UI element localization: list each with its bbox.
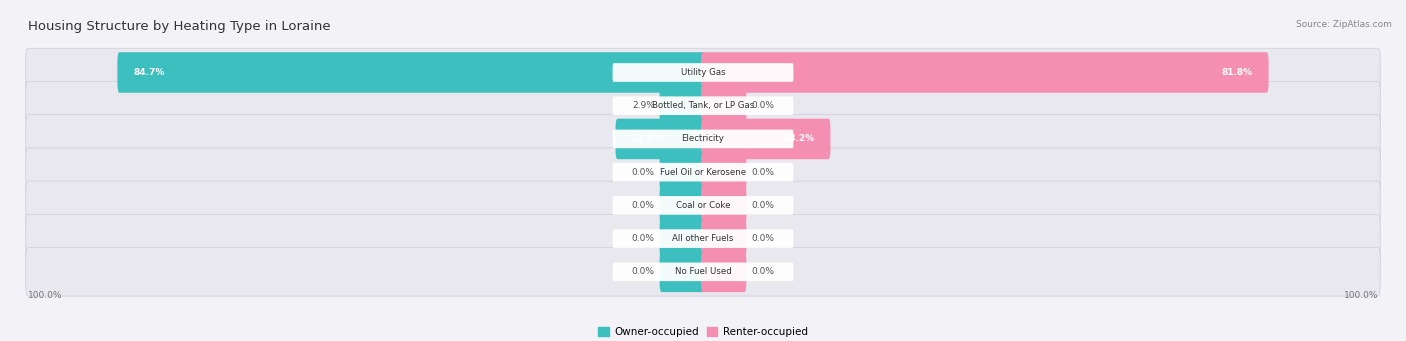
FancyBboxPatch shape (616, 119, 704, 159)
FancyBboxPatch shape (702, 218, 747, 259)
FancyBboxPatch shape (613, 196, 793, 215)
Text: Source: ZipAtlas.com: Source: ZipAtlas.com (1296, 20, 1392, 29)
Text: 0.0%: 0.0% (751, 101, 775, 110)
Text: 100.0%: 100.0% (1344, 291, 1378, 300)
FancyBboxPatch shape (25, 148, 1381, 196)
Text: No Fuel Used: No Fuel Used (675, 267, 731, 276)
FancyBboxPatch shape (25, 248, 1381, 296)
FancyBboxPatch shape (659, 218, 704, 259)
FancyBboxPatch shape (659, 152, 704, 192)
Text: 0.0%: 0.0% (751, 234, 775, 243)
Text: Bottled, Tank, or LP Gas: Bottled, Tank, or LP Gas (652, 101, 754, 110)
FancyBboxPatch shape (613, 97, 793, 115)
FancyBboxPatch shape (702, 119, 831, 159)
FancyBboxPatch shape (659, 86, 704, 126)
FancyBboxPatch shape (659, 252, 704, 292)
FancyBboxPatch shape (702, 52, 1268, 93)
Text: 12.4%: 12.4% (631, 134, 662, 144)
Text: 81.8%: 81.8% (1222, 68, 1253, 77)
Text: All other Fuels: All other Fuels (672, 234, 734, 243)
Text: 100.0%: 100.0% (28, 291, 62, 300)
Legend: Owner-occupied, Renter-occupied: Owner-occupied, Renter-occupied (595, 323, 811, 341)
FancyBboxPatch shape (613, 229, 793, 248)
FancyBboxPatch shape (702, 252, 747, 292)
Text: 18.2%: 18.2% (783, 134, 814, 144)
Text: 0.0%: 0.0% (631, 201, 655, 210)
Text: Electricity: Electricity (682, 134, 724, 144)
Text: 0.0%: 0.0% (631, 168, 655, 177)
Text: 84.7%: 84.7% (134, 68, 165, 77)
FancyBboxPatch shape (659, 185, 704, 226)
Text: 0.0%: 0.0% (751, 201, 775, 210)
FancyBboxPatch shape (613, 63, 793, 82)
FancyBboxPatch shape (25, 81, 1381, 130)
Text: 0.0%: 0.0% (751, 168, 775, 177)
FancyBboxPatch shape (25, 214, 1381, 263)
FancyBboxPatch shape (702, 185, 747, 226)
Text: 0.0%: 0.0% (631, 267, 655, 276)
FancyBboxPatch shape (613, 130, 793, 148)
FancyBboxPatch shape (25, 181, 1381, 229)
FancyBboxPatch shape (25, 48, 1381, 97)
Text: 0.0%: 0.0% (751, 267, 775, 276)
FancyBboxPatch shape (117, 52, 704, 93)
Text: Coal or Coke: Coal or Coke (676, 201, 730, 210)
Text: 2.9%: 2.9% (631, 101, 655, 110)
Text: Housing Structure by Heating Type in Loraine: Housing Structure by Heating Type in Lor… (28, 20, 330, 33)
Text: Utility Gas: Utility Gas (681, 68, 725, 77)
Text: 0.0%: 0.0% (631, 234, 655, 243)
FancyBboxPatch shape (613, 163, 793, 181)
FancyBboxPatch shape (702, 152, 747, 192)
FancyBboxPatch shape (702, 86, 747, 126)
FancyBboxPatch shape (613, 263, 793, 281)
Text: Fuel Oil or Kerosene: Fuel Oil or Kerosene (659, 168, 747, 177)
FancyBboxPatch shape (25, 115, 1381, 163)
